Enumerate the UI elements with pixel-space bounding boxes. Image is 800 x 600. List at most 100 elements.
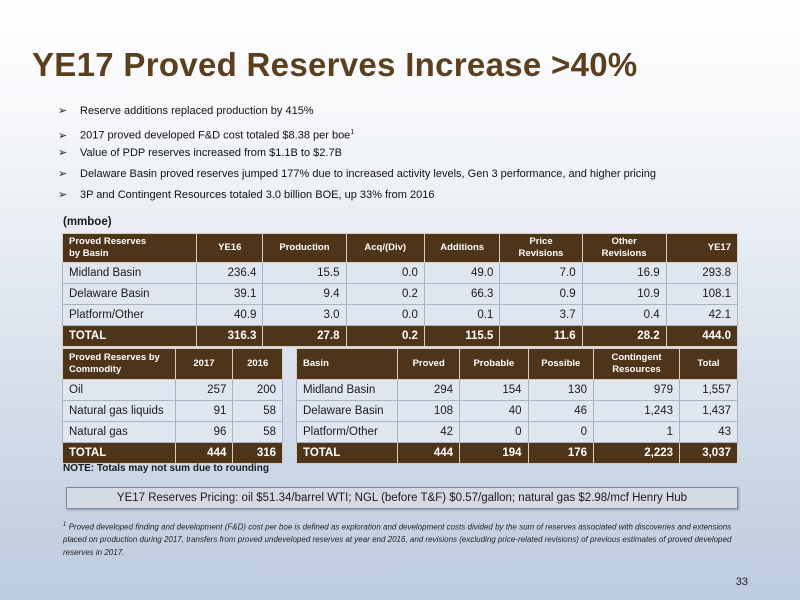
cell-value: 108: [397, 400, 461, 422]
table-row: Platform/Other 42 0 0 1 43: [295, 421, 738, 443]
footnote: 1 Proved developed finding and developme…: [63, 519, 753, 559]
cell-value: 444: [397, 442, 461, 464]
cell-value: 0: [527, 421, 595, 443]
cell-value: 293.8: [665, 262, 739, 284]
reserves-by-commodity-table: Proved Reserves by Commodity 2017 2016 Oil 2…: [62, 348, 283, 464]
cell-value: 16.9: [581, 262, 667, 284]
cell-value: 46: [527, 400, 595, 422]
arrow-bullet-icon: ➢: [58, 189, 68, 201]
bullet-text: 3P and Contingent Resources totaled 3.0 …: [80, 189, 435, 201]
cell-value: 3,037: [679, 442, 738, 464]
header-row: Proved Reserves by Commodity 2017 2016: [62, 348, 283, 380]
row-label: TOTAL: [295, 442, 399, 464]
cell-value: 9.4: [262, 283, 347, 305]
cell-value: 200: [232, 379, 283, 401]
bullet-text: 2017 proved developed F&D cost totaled $…: [80, 129, 351, 142]
cell-value: 236.4: [196, 262, 264, 284]
cell-value: 91: [174, 400, 234, 422]
cell-value: 27.8: [262, 325, 347, 347]
footnote-reference: 1: [350, 129, 355, 136]
table-row: Midland Basin 236.4 15.5 0.0 49.0 7.0 16.9 293.…: [61, 262, 739, 284]
slide-title: YE17 Proved Reserves Increase >40%: [32, 46, 638, 83]
column-header: YE16: [196, 233, 264, 263]
column-header: 2016: [232, 348, 283, 380]
column-header: Basin: [295, 348, 399, 380]
cell-value: 1: [593, 421, 681, 443]
units-label: (mmboe): [63, 216, 112, 228]
cell-value: 0.2: [345, 283, 425, 305]
column-header: 2017: [174, 348, 234, 380]
cell-value: 316: [232, 442, 283, 464]
rounding-note: NOTE: Totals may not sum due to rounding: [63, 463, 269, 474]
cell-value: 42.1: [665, 304, 739, 326]
row-label: Platform/Other: [61, 304, 198, 326]
resources-by-basin-table: Basin Proved Probable Possible Contingent Re…: [295, 348, 738, 464]
cell-value: 115.5: [423, 325, 501, 347]
row-label: Oil: [62, 379, 176, 401]
cell-value: 0.1: [423, 304, 501, 326]
row-label: Natural gas liquids: [62, 400, 176, 422]
cell-value: 444: [174, 442, 234, 464]
table-row: Delaware Basin 108 40 46 1,243 1,437: [295, 400, 738, 422]
cell-value: 257: [174, 379, 234, 401]
cell-value: 66.3: [423, 283, 501, 305]
cell-value: 1,243: [593, 400, 681, 422]
cell-value: 58: [232, 421, 283, 443]
column-header: Probable: [459, 348, 529, 380]
reserves-by-basin-table: Proved Reserves by Basin YE16 Production Ac…: [61, 233, 739, 347]
column-header: Acq/(Div): [345, 233, 425, 263]
cell-value: 176: [527, 442, 595, 464]
table-row: Natural gas liquids 91 58: [62, 400, 283, 422]
cell-value: 0.9: [499, 283, 583, 305]
cell-value: 43: [679, 421, 738, 443]
column-header: Total: [679, 348, 738, 380]
cell-value: 0.2: [345, 325, 425, 347]
total-row: TOTAL 444 316: [62, 442, 283, 464]
cell-value: 194: [459, 442, 529, 464]
cell-value: 28.2: [581, 325, 667, 347]
cell-value: 0.0: [345, 262, 425, 284]
arrow-bullet-icon: ➢: [58, 105, 68, 117]
cell-value: 130: [527, 379, 595, 401]
cell-value: 7.0: [499, 262, 583, 284]
row-label: Midland Basin: [61, 262, 198, 284]
table-row: Oil 257 200: [62, 379, 283, 401]
bullet-item: ➢ Value of PDP reserves increased from $1…: [58, 143, 656, 164]
cell-value: 49.0: [423, 262, 501, 284]
cell-value: 444.0: [665, 325, 739, 347]
column-header: YE17: [665, 233, 739, 263]
row-label: Midland Basin: [295, 379, 399, 401]
cell-value: 2,223: [593, 442, 681, 464]
cell-value: 3.0: [262, 304, 347, 326]
bullet-list: ➢ Reserve additions replaced production b…: [58, 101, 656, 206]
arrow-bullet-icon: ➢: [58, 147, 68, 159]
cell-value: 40.9: [196, 304, 264, 326]
cell-value: 0: [459, 421, 529, 443]
column-header: Other Revisions: [581, 233, 667, 263]
bullet-item: ➢ Reserve additions replaced production b…: [58, 101, 656, 122]
table-row: Platform/Other 40.9 3.0 0.0 0.1 3.7 0.4 42.1: [61, 304, 739, 326]
column-header: Additions: [423, 233, 501, 263]
column-header: Production: [262, 233, 347, 263]
total-row: TOTAL 444 194 176 2,223 3,037: [295, 442, 738, 464]
cell-value: 40: [459, 400, 529, 422]
table-row: Midland Basin 294 154 130 979 1,557: [295, 379, 738, 401]
column-header: Proved Reserves by Basin: [61, 233, 198, 263]
cell-value: 0.4: [581, 304, 667, 326]
arrow-bullet-icon: ➢: [58, 168, 68, 180]
bullet-item: ➢ Delaware Basin proved reserves jumped 1…: [58, 164, 656, 185]
footnote-mark: 1: [63, 522, 67, 528]
column-header: Proved: [397, 348, 461, 380]
row-label: TOTAL: [62, 442, 176, 464]
cell-value: 294: [397, 379, 461, 401]
column-header: Proved Reserves by Commodity: [62, 348, 176, 380]
table-row: Delaware Basin 39.1 9.4 0.2 66.3 0.9 10.9 108.1: [61, 283, 739, 305]
row-label: Platform/Other: [295, 421, 399, 443]
cell-value: 42: [397, 421, 461, 443]
column-header: Possible: [527, 348, 595, 380]
cell-value: 316.3: [196, 325, 264, 347]
cell-value: 10.9: [581, 283, 667, 305]
cell-value: 11.6: [499, 325, 583, 347]
cell-value: 96: [174, 421, 234, 443]
row-label: Natural gas: [62, 421, 176, 443]
